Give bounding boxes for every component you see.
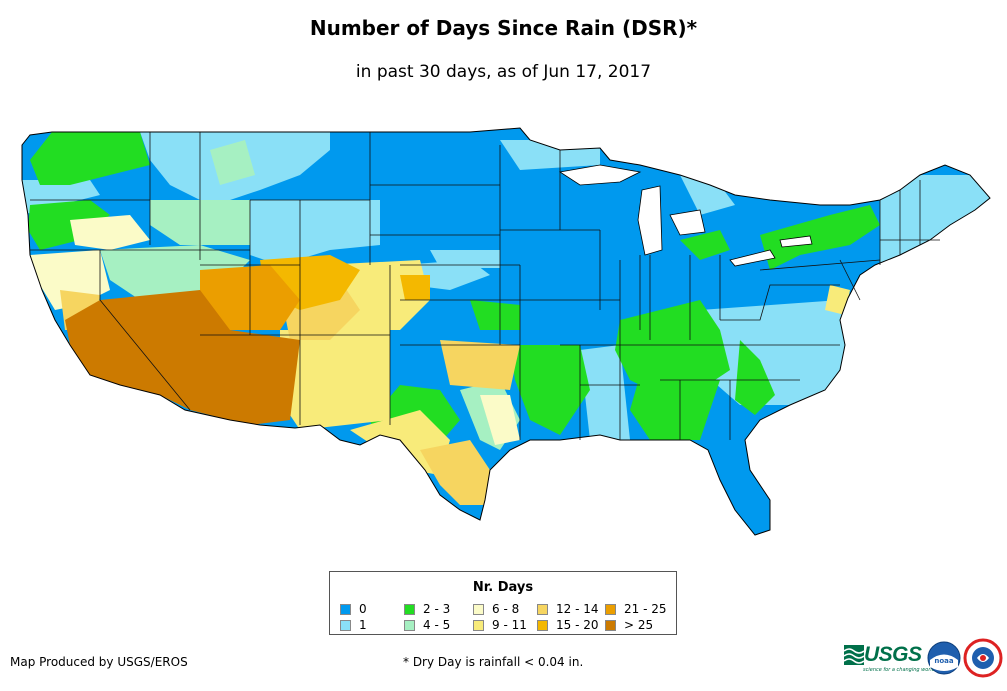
legend-label: > 25	[624, 618, 654, 632]
legend-item-3: 4 - 5	[404, 618, 450, 632]
legend-swatch	[537, 619, 548, 631]
legend-label: 15 - 20	[556, 618, 599, 632]
legend-swatch	[605, 619, 616, 631]
legend-swatch	[404, 603, 415, 615]
legend-label: 2 - 3	[423, 602, 451, 616]
dry-day-note: * Dry Day is rainfall < 0.04 in.	[403, 655, 584, 669]
legend-item-6: 12 - 14	[537, 602, 599, 616]
usgs-logo: USGS science for a changing world	[844, 643, 935, 673]
legend-item-0: 0	[340, 602, 367, 616]
legend-item-4: 6 - 8	[473, 602, 519, 616]
legend-item-2: 2 - 3	[404, 602, 450, 616]
legend-swatch	[605, 603, 616, 615]
producer-credit: Map Produced by USGS/EROS	[10, 655, 188, 669]
noaa-logo-text: noaa	[934, 657, 954, 665]
legend-swatch	[340, 603, 351, 615]
legend-label: 0	[359, 602, 367, 616]
legend-item-5: 9 - 11	[473, 618, 527, 632]
legend-item-8: 21 - 25	[605, 602, 667, 616]
legend-swatch	[537, 603, 548, 615]
legend-swatch	[473, 603, 484, 615]
noaa-logo-icon: noaa	[927, 641, 961, 675]
map-subtitle: in past 30 days, as of Jun 17, 2017	[355, 62, 652, 82]
legend: Nr. Days 0 1 2 - 3 4 - 5 6 - 8 9 - 11 12…	[329, 571, 677, 635]
legend-swatch	[404, 619, 415, 631]
legend-label: 12 - 14	[556, 602, 599, 616]
legend-item-7: 15 - 20	[537, 618, 599, 632]
legend-label: 4 - 5	[423, 618, 451, 632]
legend-label: 21 - 25	[624, 602, 667, 616]
legend-label: 6 - 8	[492, 602, 520, 616]
legend-label: 1	[359, 618, 367, 632]
usgs-wave-icon	[844, 645, 864, 665]
legend-swatch	[340, 619, 351, 631]
legend-label: 9 - 11	[492, 618, 527, 632]
usgs-tagline: science for a changing world	[863, 667, 935, 673]
legend-swatch	[473, 619, 484, 631]
usgs-text: USGS	[864, 643, 922, 666]
map-title: Number of Days Since Rain (DSR)*	[309, 16, 698, 40]
us-dsr-map	[21, 127, 991, 536]
legend-title: Nr. Days	[472, 580, 534, 595]
legend-item-1: 1	[340, 618, 367, 632]
nws-logo-icon	[963, 638, 1003, 678]
legend-item-9: > 25	[605, 618, 653, 632]
